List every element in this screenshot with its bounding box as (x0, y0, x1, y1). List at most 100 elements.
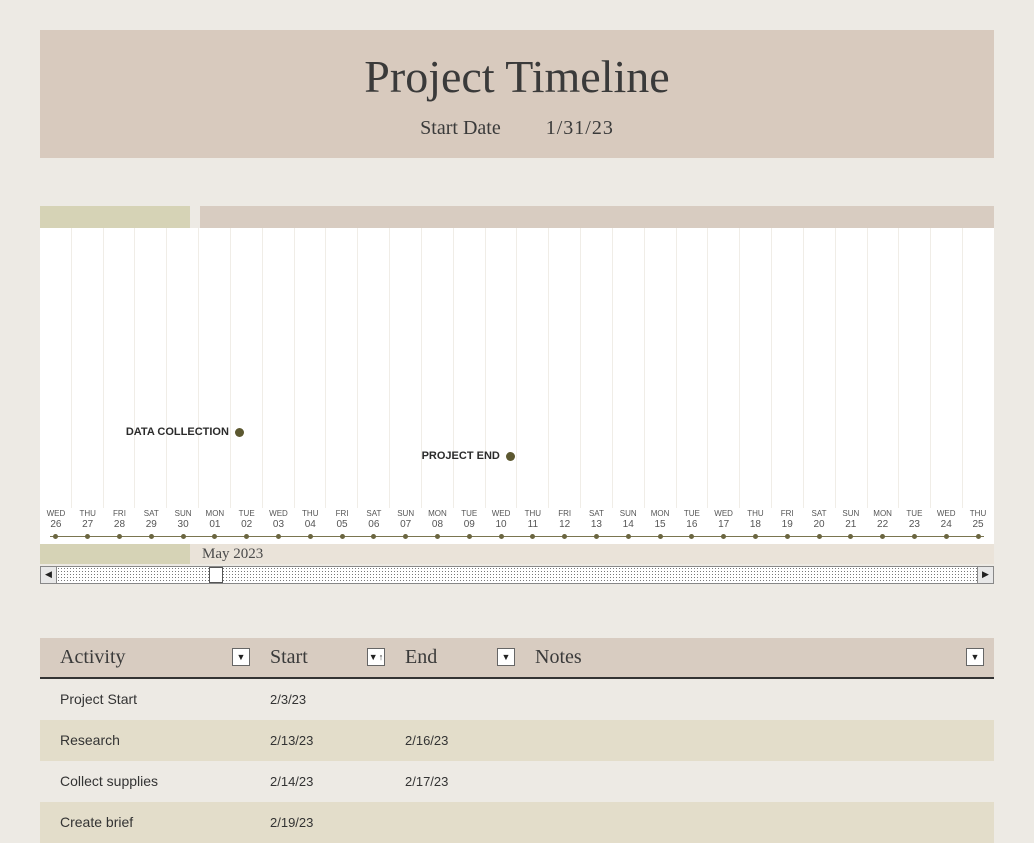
scroll-thumb[interactable] (209, 567, 223, 583)
axis-dot-cell (231, 530, 263, 544)
date-num: 20 (803, 519, 835, 530)
date-axis-cell: WED10 (485, 508, 517, 530)
date-axis-cell: SUN07 (390, 508, 422, 530)
axis-dot (340, 534, 345, 539)
timeline-chart-area: DATA COLLECTION PROJECT END (40, 228, 994, 508)
cell-start: 2/13/23 (260, 733, 395, 748)
milestone-marker: DATA COLLECTION (126, 426, 244, 438)
axis-dot-cell (199, 530, 231, 544)
date-num: 02 (231, 519, 263, 530)
timeline-grid-col (295, 228, 327, 508)
col-header-start: Start ▼↑ (260, 638, 395, 677)
date-dow: THU (740, 510, 772, 519)
date-num: 26 (40, 519, 72, 530)
date-num: 24 (930, 519, 962, 530)
date-axis-cell: SAT13 (581, 508, 613, 530)
filter-button-end[interactable]: ▼ (497, 648, 515, 666)
date-dow: MON (422, 510, 454, 519)
date-axis-cell: FRI12 (549, 508, 581, 530)
date-dow: SAT (135, 510, 167, 519)
axis-dot (594, 534, 599, 539)
axis-dot-cell (358, 530, 390, 544)
date-dow: SUN (390, 510, 422, 519)
cell-activity: Research (40, 732, 260, 748)
timeline-grid-col (868, 228, 900, 508)
cell-activity: Create brief (40, 814, 260, 830)
cell-end: 2/16/23 (395, 733, 525, 748)
date-dow: WED (708, 510, 740, 519)
date-axis-cell: THU04 (294, 508, 326, 530)
timeline-scrollbar[interactable]: ◀ ▶ (40, 566, 994, 584)
axis-dot (499, 534, 504, 539)
date-num: 11 (517, 519, 549, 530)
date-dow: FRI (326, 510, 358, 519)
timeline-grid-col (772, 228, 804, 508)
date-dow: SUN (612, 510, 644, 519)
axis-dot-cell (644, 530, 676, 544)
date-axis-cell: SUN30 (167, 508, 199, 530)
axis-dot-cell (549, 530, 581, 544)
table-row[interactable]: Project Start2/3/23 (40, 679, 994, 720)
axis-dot-cell (263, 530, 295, 544)
axis-dot-cell (40, 530, 72, 544)
date-num: 08 (422, 519, 454, 530)
date-axis-cell: TUE23 (899, 508, 931, 530)
axis-dot (435, 534, 440, 539)
timeline-grid-col (963, 228, 994, 508)
axis-dot (53, 534, 58, 539)
date-dow: TUE (676, 510, 708, 519)
axis-dot-cell (135, 530, 167, 544)
timeline-grid-col (358, 228, 390, 508)
col-header-end-label: End (405, 646, 437, 669)
axis-dot (880, 534, 885, 539)
scroll-track[interactable] (57, 567, 977, 583)
timeline-grid-col (486, 228, 518, 508)
date-dow: TUE (231, 510, 263, 519)
date-num: 15 (644, 519, 676, 530)
timeline-grid-col (422, 228, 454, 508)
milestone-dot-icon (235, 428, 244, 437)
date-dow: SAT (803, 510, 835, 519)
date-num: 10 (485, 519, 517, 530)
page-root: Project Timeline Start Date 1/31/23 DATA… (0, 0, 1034, 843)
axis-dot (721, 534, 726, 539)
date-num: 06 (358, 519, 390, 530)
axis-dot-cell (771, 530, 803, 544)
axis-dot-cell (867, 530, 899, 544)
date-axis-cell: FRI05 (326, 508, 358, 530)
timeline-grid-col (677, 228, 709, 508)
timeline-date-axis: WED26THU27FRI28SAT29SUN30MON01TUE02WED03… (40, 508, 994, 530)
axis-dot-cell (708, 530, 740, 544)
table-row[interactable]: Create brief2/19/23 (40, 802, 994, 843)
axis-dot-cell (167, 530, 199, 544)
header-banner: Project Timeline Start Date 1/31/23 (40, 30, 994, 158)
month-label: May 2023 (190, 544, 994, 564)
filter-button-notes[interactable]: ▼ (966, 648, 984, 666)
axis-dot (848, 534, 853, 539)
date-dow: WED (485, 510, 517, 519)
date-num: 04 (294, 519, 326, 530)
filter-sort-button-start[interactable]: ▼↑ (367, 648, 385, 666)
date-axis-cell: FRI19 (771, 508, 803, 530)
date-num: 17 (708, 519, 740, 530)
timeline-grid-col (167, 228, 199, 508)
col-header-activity: Activity ▼ (40, 638, 260, 677)
table-row[interactable]: Research2/13/232/16/23 (40, 720, 994, 761)
axis-dot-cell (72, 530, 104, 544)
scroll-right-button[interactable]: ▶ (977, 567, 993, 583)
axis-dot-cell (740, 530, 772, 544)
cell-activity: Collect supplies (40, 773, 260, 789)
date-dow: FRI (771, 510, 803, 519)
col-header-notes-label: Notes (535, 646, 582, 669)
milestone-marker: PROJECT END (422, 450, 515, 462)
col-header-notes: Notes ▼ (525, 638, 994, 677)
scroll-left-button[interactable]: ◀ (41, 567, 57, 583)
table-row[interactable]: Collect supplies2/14/232/17/23 (40, 761, 994, 802)
timeline-grid-col (517, 228, 549, 508)
filter-button-activity[interactable]: ▼ (232, 648, 250, 666)
date-num: 12 (549, 519, 581, 530)
timeline-top-bars (40, 206, 994, 228)
date-dow: MON (867, 510, 899, 519)
date-axis-cell: TUE09 (453, 508, 485, 530)
date-axis-cell: WED26 (40, 508, 72, 530)
